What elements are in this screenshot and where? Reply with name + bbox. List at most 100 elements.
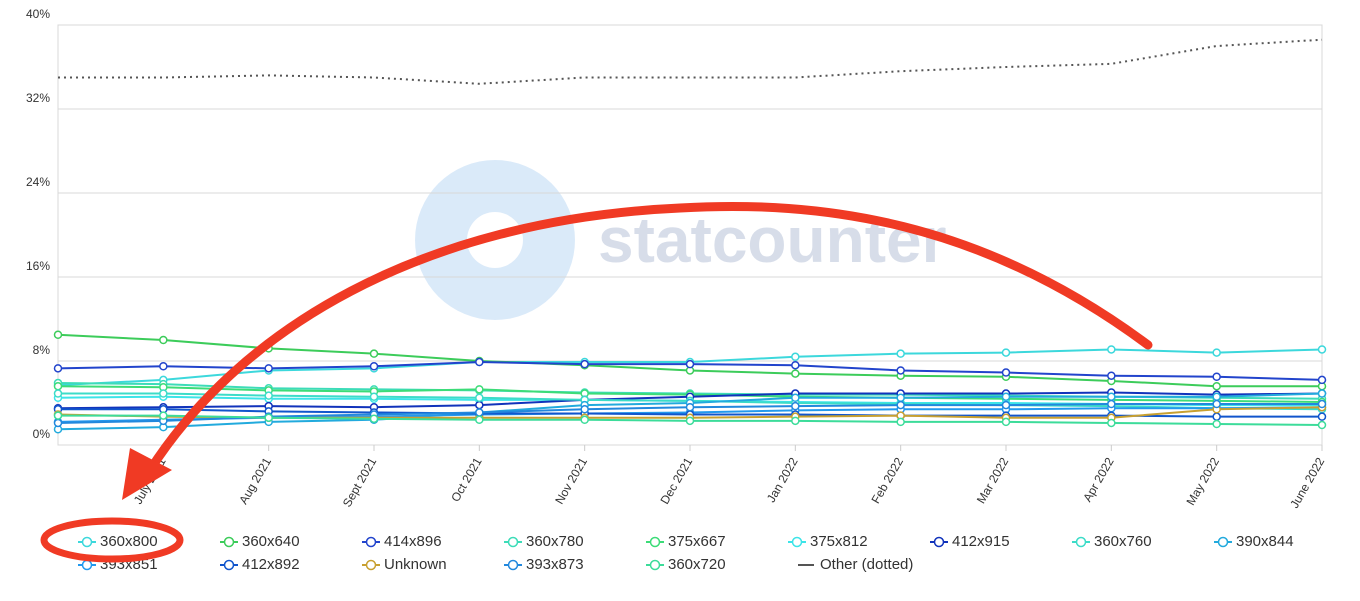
annotation-circle: [40, 517, 184, 563]
legend-label: 375x667: [668, 533, 726, 550]
data-point: [475, 357, 484, 367]
data-point: [685, 402, 695, 412]
legend-marker: [1075, 536, 1087, 548]
data-point: [1212, 412, 1221, 421]
x-tick-label: June 2022: [1287, 455, 1327, 511]
legend-marker: [81, 559, 93, 571]
data-point: [1317, 375, 1327, 385]
legend-label: 412x892: [242, 556, 300, 573]
legend-marker: [507, 559, 519, 571]
data-point: [475, 385, 484, 394]
data-point: [1001, 400, 1011, 410]
data-point: [53, 330, 63, 339]
legend-label: Unknown: [384, 556, 447, 573]
data-point: [580, 415, 589, 425]
y-tick-label: 32%: [26, 91, 50, 105]
legend-marker: [649, 536, 661, 548]
legend-label: 390x844: [1236, 533, 1294, 550]
series-line: [58, 38, 1323, 85]
legend-label: 412x915: [952, 533, 1010, 550]
data-point: [369, 362, 379, 371]
legend-marker: [365, 536, 377, 548]
data-point: [1001, 348, 1011, 357]
watermark-text: statcounter: [598, 204, 947, 276]
data-point: [475, 400, 484, 410]
x-tick-label: Nov 2021: [552, 455, 590, 507]
legend-label: 375x812: [810, 533, 868, 550]
data-point: [896, 393, 905, 402]
data-point: [264, 364, 273, 373]
legend-label: 360x720: [668, 556, 726, 573]
data-point: [53, 364, 63, 373]
annotation-arrowhead: [122, 448, 172, 500]
data-point: [791, 369, 800, 378]
data-point: [1317, 345, 1327, 354]
data-point: [53, 381, 63, 391]
data-point: [685, 416, 695, 426]
data-point: [791, 401, 800, 411]
legend-label: 360x760: [1094, 533, 1152, 550]
legend-marker: [81, 536, 93, 548]
data-point: [896, 417, 905, 427]
legend-marker: [365, 559, 377, 571]
data-point: [159, 362, 168, 371]
x-tick-label: May 2022: [1184, 455, 1223, 508]
data-point: [53, 389, 63, 398]
legend-marker: [507, 536, 519, 548]
x-tick-label: Dec 2021: [658, 455, 696, 507]
data-point: [53, 418, 63, 428]
legend-label: 393x873: [526, 556, 584, 573]
x-tick-label: Oct 2021: [448, 455, 485, 504]
data-point: [1212, 348, 1221, 357]
legend-label: 360x640: [242, 533, 300, 550]
data-point: [896, 349, 905, 358]
x-tick-label: Aug 2021: [236, 455, 274, 507]
data-point: [53, 411, 63, 420]
legend: 360x800 360x640 414x896 360x780 375x667 375x8…: [78, 533, 1294, 573]
data-point: [580, 405, 589, 414]
data-point: [791, 416, 800, 426]
data-point: [1107, 371, 1116, 380]
data-point: [1107, 392, 1116, 401]
data-point: [159, 389, 168, 398]
legend-label: 360x800: [100, 533, 158, 550]
data-point: [1317, 389, 1327, 398]
data-point: [791, 360, 800, 370]
legend-label: 360x780: [526, 533, 584, 550]
data-point: [1107, 418, 1116, 428]
annotation: [40, 201, 1153, 563]
data-point: [580, 359, 589, 369]
data-point: [1212, 372, 1221, 381]
legend-marker: [649, 559, 661, 571]
data-point: [159, 335, 168, 345]
x-tick-label: Jan 2022: [764, 455, 801, 505]
data-point: [1317, 399, 1327, 409]
x-tick-label: Apr 2022: [1080, 455, 1117, 504]
data-point: [1212, 419, 1221, 429]
data-point: [264, 413, 273, 422]
data-point: [475, 393, 484, 402]
x-tick-label: Feb 2022: [869, 455, 907, 506]
data-point: [1212, 392, 1221, 401]
data-point: [1317, 420, 1327, 430]
data-point: [1317, 412, 1327, 421]
annotation-arrow: [145, 201, 1153, 475]
data-point: [1212, 381, 1221, 391]
data-point: [475, 408, 484, 417]
data-point: [1001, 392, 1011, 401]
legend-marker: [223, 559, 235, 571]
data-point: [1001, 417, 1011, 427]
data-point: [896, 400, 905, 410]
data-point: [1212, 399, 1221, 409]
legend-label: Other (dotted): [820, 556, 913, 573]
y-tick-label: 24%: [26, 175, 50, 189]
data-point: [896, 366, 905, 375]
legend-marker: [791, 536, 803, 548]
data-point: [791, 352, 800, 362]
data-point: [475, 415, 484, 425]
y-tick-label: 0%: [33, 427, 51, 441]
data-point: [1001, 368, 1011, 377]
data-point: [369, 414, 379, 423]
